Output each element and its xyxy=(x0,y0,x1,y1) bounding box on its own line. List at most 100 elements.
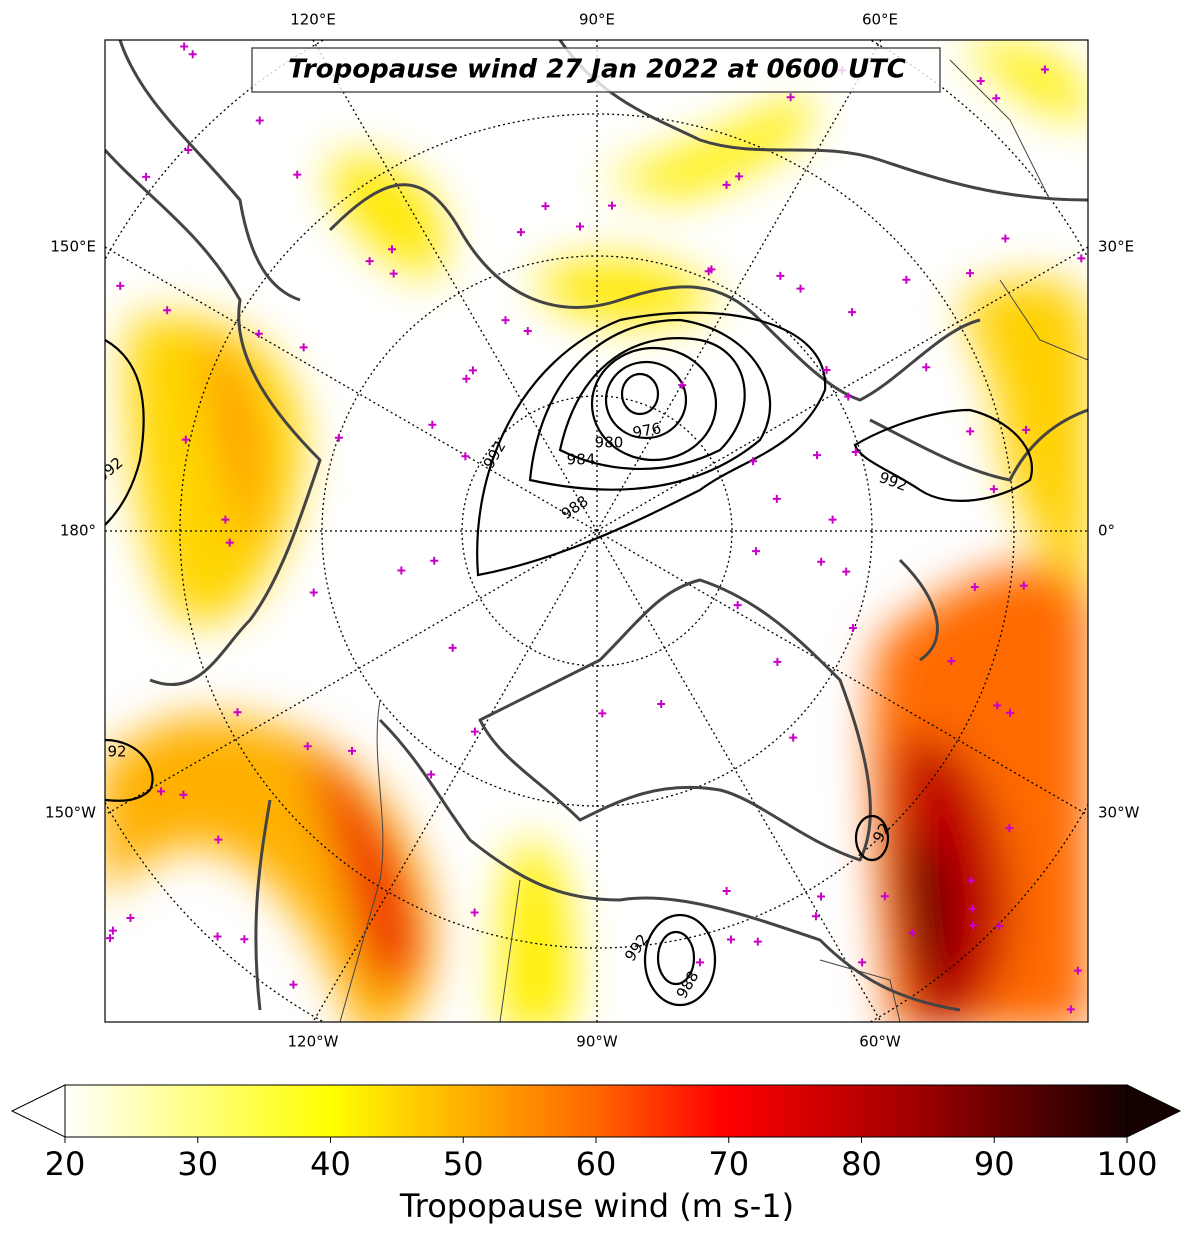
station-marker xyxy=(233,708,242,717)
station-marker xyxy=(735,172,744,181)
station-marker xyxy=(184,145,193,154)
longitude-label: 0° xyxy=(1098,522,1115,540)
station-marker xyxy=(180,42,189,51)
station-marker xyxy=(1040,65,1049,74)
colorbar: 20 30 40 50 60 70 80 90 100 xyxy=(10,1084,1182,1183)
station-marker xyxy=(796,284,805,293)
station-marker xyxy=(1073,966,1082,975)
station-marker xyxy=(969,921,978,930)
station-marker xyxy=(516,228,525,237)
station-marker xyxy=(678,381,687,390)
station-marker xyxy=(255,116,264,125)
map-title: Tropopause wind 27 Jan 2022 at 0600 UTC xyxy=(288,55,906,85)
station-marker xyxy=(822,365,831,374)
contour-label: 976 xyxy=(631,419,662,442)
longitude-label: 90°W xyxy=(576,1033,618,1051)
colorbar-body xyxy=(64,1084,1128,1138)
colorbar-tick-label: 90 xyxy=(974,1145,1015,1183)
station-marker xyxy=(179,790,188,799)
station-marker xyxy=(1005,824,1014,833)
station-markers xyxy=(106,42,1086,1014)
station-marker xyxy=(858,958,867,967)
longitude-label: 30°E xyxy=(1098,238,1134,256)
station-marker xyxy=(240,935,249,944)
station-marker xyxy=(968,904,977,913)
station-marker xyxy=(299,343,308,352)
station-marker xyxy=(213,932,222,941)
station-marker xyxy=(989,485,998,494)
longitude-label: 120°W xyxy=(288,1033,339,1051)
colorbar-tick-label: 40 xyxy=(310,1145,351,1183)
station-marker xyxy=(908,928,917,937)
station-marker xyxy=(1001,234,1010,243)
station-marker xyxy=(1022,425,1031,434)
contour-label: 984 xyxy=(567,451,596,469)
station-marker xyxy=(214,835,223,844)
colorbar-tick-label: 70 xyxy=(708,1145,749,1183)
station-marker xyxy=(157,787,166,796)
graticule xyxy=(105,40,1088,1022)
station-marker xyxy=(848,308,857,317)
station-marker xyxy=(813,451,822,460)
station-marker xyxy=(523,327,532,336)
colorbar-tick-label: 20 xyxy=(45,1145,86,1183)
station-marker xyxy=(470,727,479,736)
station-marker xyxy=(789,733,798,742)
station-marker xyxy=(966,269,975,278)
station-marker xyxy=(428,420,437,429)
station-marker xyxy=(254,329,263,338)
station-marker xyxy=(607,201,616,210)
station-marker xyxy=(970,583,979,592)
station-marker xyxy=(348,746,357,755)
station-marker xyxy=(181,435,190,444)
station-marker xyxy=(842,567,851,576)
station-marker xyxy=(126,914,135,923)
longitude-labels: 120°E 90°E 60°E 150°E 180° 150°W 30°E 0° 30°W 120… xyxy=(45,11,1140,1051)
station-marker xyxy=(776,271,785,280)
longitude-label: 90°E xyxy=(579,11,615,29)
station-marker xyxy=(188,50,197,59)
station-marker xyxy=(995,922,1004,931)
longitude-label: 30°W xyxy=(1098,804,1140,822)
station-marker xyxy=(786,93,795,102)
station-marker xyxy=(657,699,666,708)
colorbar-tick-label: 50 xyxy=(443,1145,484,1183)
station-marker xyxy=(106,934,115,943)
station-marker xyxy=(309,588,318,597)
station-marker xyxy=(902,275,911,284)
station-marker xyxy=(598,709,607,718)
longitude-label: 60°W xyxy=(859,1033,901,1051)
station-marker xyxy=(1006,708,1015,717)
station-marker xyxy=(772,494,781,503)
station-marker xyxy=(334,433,343,442)
station-marker xyxy=(848,624,857,633)
station-marker xyxy=(389,269,398,278)
station-marker xyxy=(749,457,758,466)
wind-field xyxy=(105,40,1088,1022)
station-marker xyxy=(773,657,782,666)
station-marker xyxy=(947,657,956,666)
station-marker xyxy=(752,547,761,556)
longitude-label: 150°E xyxy=(50,238,96,256)
station-marker xyxy=(448,643,457,652)
station-marker xyxy=(293,170,302,179)
station-marker xyxy=(430,556,439,565)
station-marker xyxy=(851,448,860,457)
station-marker xyxy=(695,958,704,967)
station-marker xyxy=(303,742,312,751)
longitude-label: 120°E xyxy=(290,11,336,29)
longitude-label: 180° xyxy=(60,522,96,540)
colorbar-tick-label: 30 xyxy=(177,1145,218,1183)
station-marker xyxy=(1066,1005,1075,1014)
station-marker xyxy=(811,912,820,921)
colorbar-tick-label: 60 xyxy=(576,1145,617,1183)
station-marker xyxy=(722,887,731,896)
coastlines xyxy=(105,40,1088,1012)
colorbar-extend-min xyxy=(10,1084,66,1138)
station-marker xyxy=(1019,581,1028,590)
colorbar-label: Tropopause wind (m s-1) xyxy=(399,1187,794,1225)
station-marker xyxy=(976,76,985,85)
colorbar-extend-max xyxy=(1126,1084,1182,1138)
station-marker xyxy=(707,265,716,274)
